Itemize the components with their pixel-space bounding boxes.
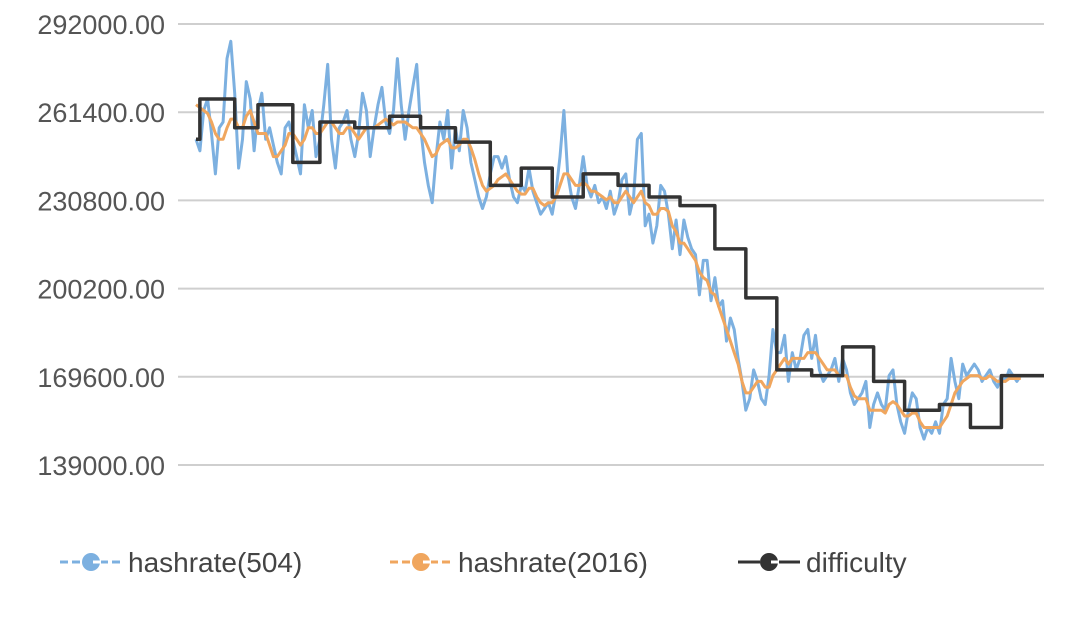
- grid-lines: [178, 23, 1044, 466]
- legend-dot-notch: [771, 560, 779, 564]
- legend-label: hashrate(2016): [458, 547, 648, 578]
- y-axis-tick-labels: 292000.00 261400.00 230800.00 200200.00 …: [37, 10, 165, 481]
- series-lines: [194, 39, 1044, 441]
- series-line-hashrate-504: [194, 39, 1023, 441]
- y-tick-label: 292000.00: [37, 10, 165, 40]
- legend-label: hashrate(504): [128, 547, 302, 578]
- legend-dot: [760, 553, 778, 571]
- legend-item-difficulty[interactable]: difficulty: [738, 547, 907, 578]
- legend-marker-icon: [738, 553, 800, 571]
- legend-dot-notch: [93, 560, 101, 564]
- series-line-hashrate-2016: [195, 103, 1021, 429]
- legend-item-hashrate-2016[interactable]: hashrate(2016): [390, 547, 648, 578]
- series-line-difficulty: [196, 97, 1044, 430]
- y-tick-label: 230800.00: [37, 186, 165, 216]
- legend-item-hashrate-504[interactable]: hashrate(504): [60, 547, 302, 578]
- legend-dot: [412, 553, 430, 571]
- y-tick-label: 200200.00: [37, 275, 165, 305]
- legend-dot: [82, 553, 100, 571]
- legend-label: difficulty: [806, 547, 907, 578]
- y-tick-label: 261400.00: [37, 98, 165, 128]
- legend-marker-icon: [60, 553, 122, 571]
- y-tick-label: 139000.00: [37, 451, 165, 481]
- y-tick-label: 169600.00: [37, 363, 165, 393]
- legend-marker-icon: [390, 553, 452, 571]
- legend-dot-notch: [423, 560, 431, 564]
- legend: hashrate(504) hashrate(2016) difficulty: [60, 547, 907, 578]
